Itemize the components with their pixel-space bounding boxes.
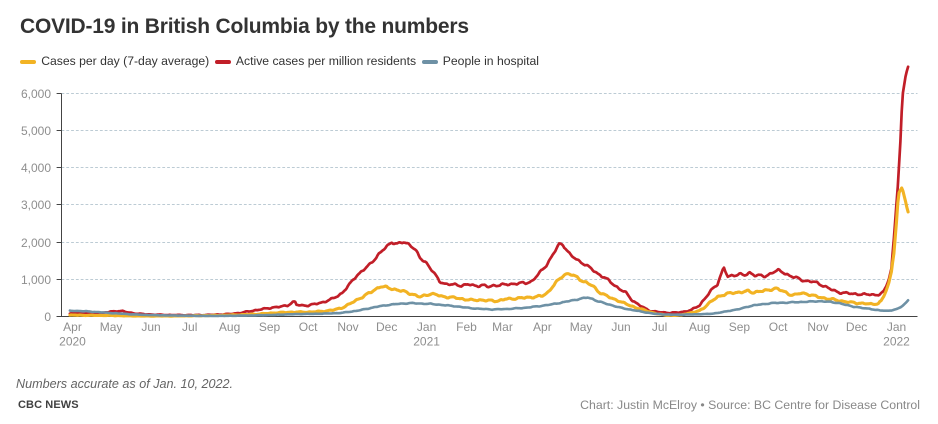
svg-text:May: May <box>100 320 123 334</box>
svg-text:2,000: 2,000 <box>21 236 51 250</box>
svg-text:Apr: Apr <box>533 320 552 334</box>
svg-text:Nov: Nov <box>807 320 828 334</box>
svg-text:6,000: 6,000 <box>21 87 51 101</box>
svg-text:0: 0 <box>44 310 51 324</box>
svg-text:Apr: Apr <box>63 320 82 334</box>
svg-text:Mar: Mar <box>492 320 513 334</box>
svg-text:Oct: Oct <box>769 320 788 334</box>
svg-text:5,000: 5,000 <box>21 124 51 138</box>
svg-text:1,000: 1,000 <box>21 273 51 287</box>
svg-text:Jul: Jul <box>182 320 197 334</box>
svg-text:Oct: Oct <box>299 320 318 334</box>
svg-text:Jun: Jun <box>141 320 160 334</box>
svg-text:4,000: 4,000 <box>21 161 51 175</box>
svg-text:Sep: Sep <box>729 320 751 334</box>
svg-text:Jul: Jul <box>652 320 667 334</box>
svg-text:Dec: Dec <box>846 320 867 334</box>
svg-text:2020: 2020 <box>59 335 86 349</box>
svg-text:Dec: Dec <box>376 320 397 334</box>
svg-text:3,000: 3,000 <box>21 198 51 212</box>
svg-text:Jan: Jan <box>417 320 436 334</box>
svg-text:Jun: Jun <box>611 320 630 334</box>
svg-text:Jan: Jan <box>887 320 906 334</box>
svg-text:2021: 2021 <box>413 335 440 349</box>
svg-text:Aug: Aug <box>689 320 710 334</box>
svg-text:Aug: Aug <box>219 320 240 334</box>
svg-text:Feb: Feb <box>456 320 477 334</box>
svg-text:Nov: Nov <box>337 320 358 334</box>
svg-text:May: May <box>570 320 593 334</box>
svg-text:Sep: Sep <box>259 320 281 334</box>
svg-text:2022: 2022 <box>883 335 910 349</box>
